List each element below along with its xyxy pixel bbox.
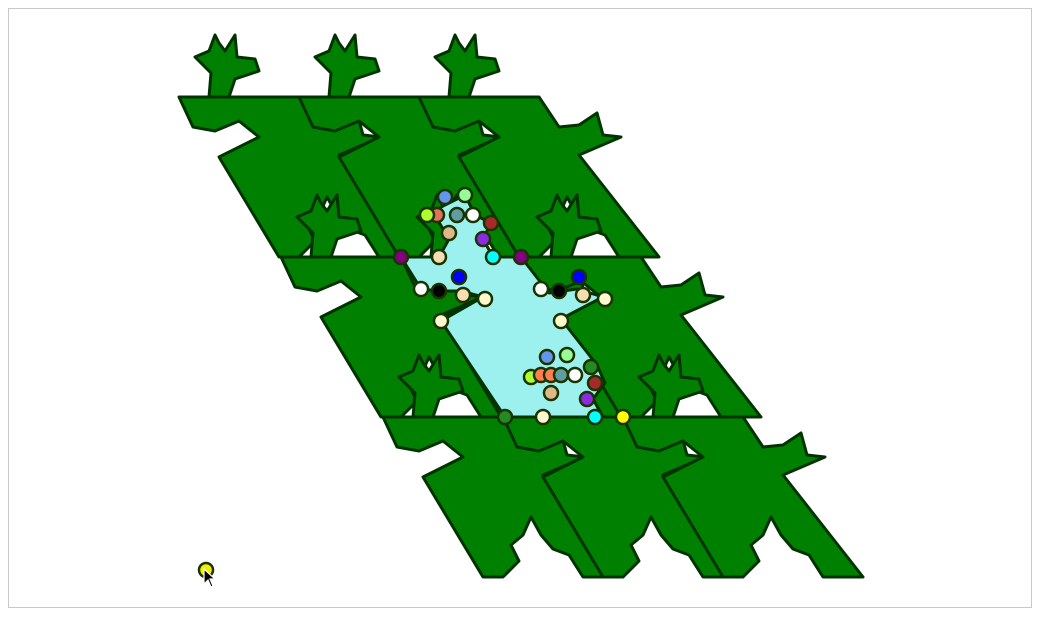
vertex-handle[interactable] xyxy=(484,248,502,266)
vertex-handle[interactable] xyxy=(464,206,482,224)
vertex-handle[interactable] xyxy=(558,346,576,364)
vertex-handle[interactable] xyxy=(432,312,450,330)
vertex-handle[interactable] xyxy=(430,248,448,266)
vertex-handle[interactable] xyxy=(412,280,430,298)
vertex-handle[interactable] xyxy=(552,312,570,330)
vertex-handle[interactable] xyxy=(550,282,568,300)
vertex-handle[interactable] xyxy=(450,268,468,286)
vertex-handle[interactable] xyxy=(448,206,466,224)
vertex-handle[interactable] xyxy=(392,248,410,266)
tile-body xyxy=(621,415,865,579)
vertex-handle[interactable] xyxy=(496,408,514,426)
vertex-handle[interactable] xyxy=(430,282,448,300)
vertex-handle[interactable] xyxy=(532,280,550,298)
vertex-handle[interactable] xyxy=(538,348,556,366)
vertex-handle[interactable] xyxy=(574,286,592,304)
vertex-handle[interactable] xyxy=(456,186,474,204)
vertex-handles-layer[interactable] xyxy=(392,186,632,426)
vertex-handle[interactable] xyxy=(542,384,560,402)
vertex-handle[interactable] xyxy=(578,390,596,408)
vertex-handle[interactable] xyxy=(474,230,492,248)
tile-crown xyxy=(313,33,381,99)
vertex-handle[interactable] xyxy=(512,248,530,266)
tile-crown xyxy=(535,193,603,259)
vertex-handle[interactable] xyxy=(596,290,614,308)
tiling-svg[interactable] xyxy=(9,9,1032,608)
tile-crown xyxy=(397,353,465,419)
tiling-canvas[interactable] xyxy=(8,8,1032,608)
tile-crown xyxy=(295,193,363,259)
tile-crown xyxy=(637,353,705,419)
vertex-handle[interactable] xyxy=(582,358,600,376)
vertex-handle[interactable] xyxy=(436,188,454,206)
vertex-handle[interactable] xyxy=(418,206,436,224)
vertex-handle[interactable] xyxy=(534,408,552,426)
cursor-handle-layer[interactable] xyxy=(197,561,215,579)
cursor-vertex-handle[interactable] xyxy=(197,561,215,579)
vertex-handle[interactable] xyxy=(566,366,584,384)
vertex-handle[interactable] xyxy=(586,408,604,426)
vertex-handle[interactable] xyxy=(454,286,472,304)
vertex-handle[interactable] xyxy=(482,214,500,232)
vertex-handle[interactable] xyxy=(552,366,570,384)
tile-crown xyxy=(433,33,501,99)
vertex-handle[interactable] xyxy=(570,268,588,286)
vertex-handle[interactable] xyxy=(586,374,604,392)
vertex-handle[interactable] xyxy=(614,408,632,426)
vertex-handle[interactable] xyxy=(440,224,458,242)
tile-crown xyxy=(193,33,261,99)
vertex-handle[interactable] xyxy=(476,290,494,308)
